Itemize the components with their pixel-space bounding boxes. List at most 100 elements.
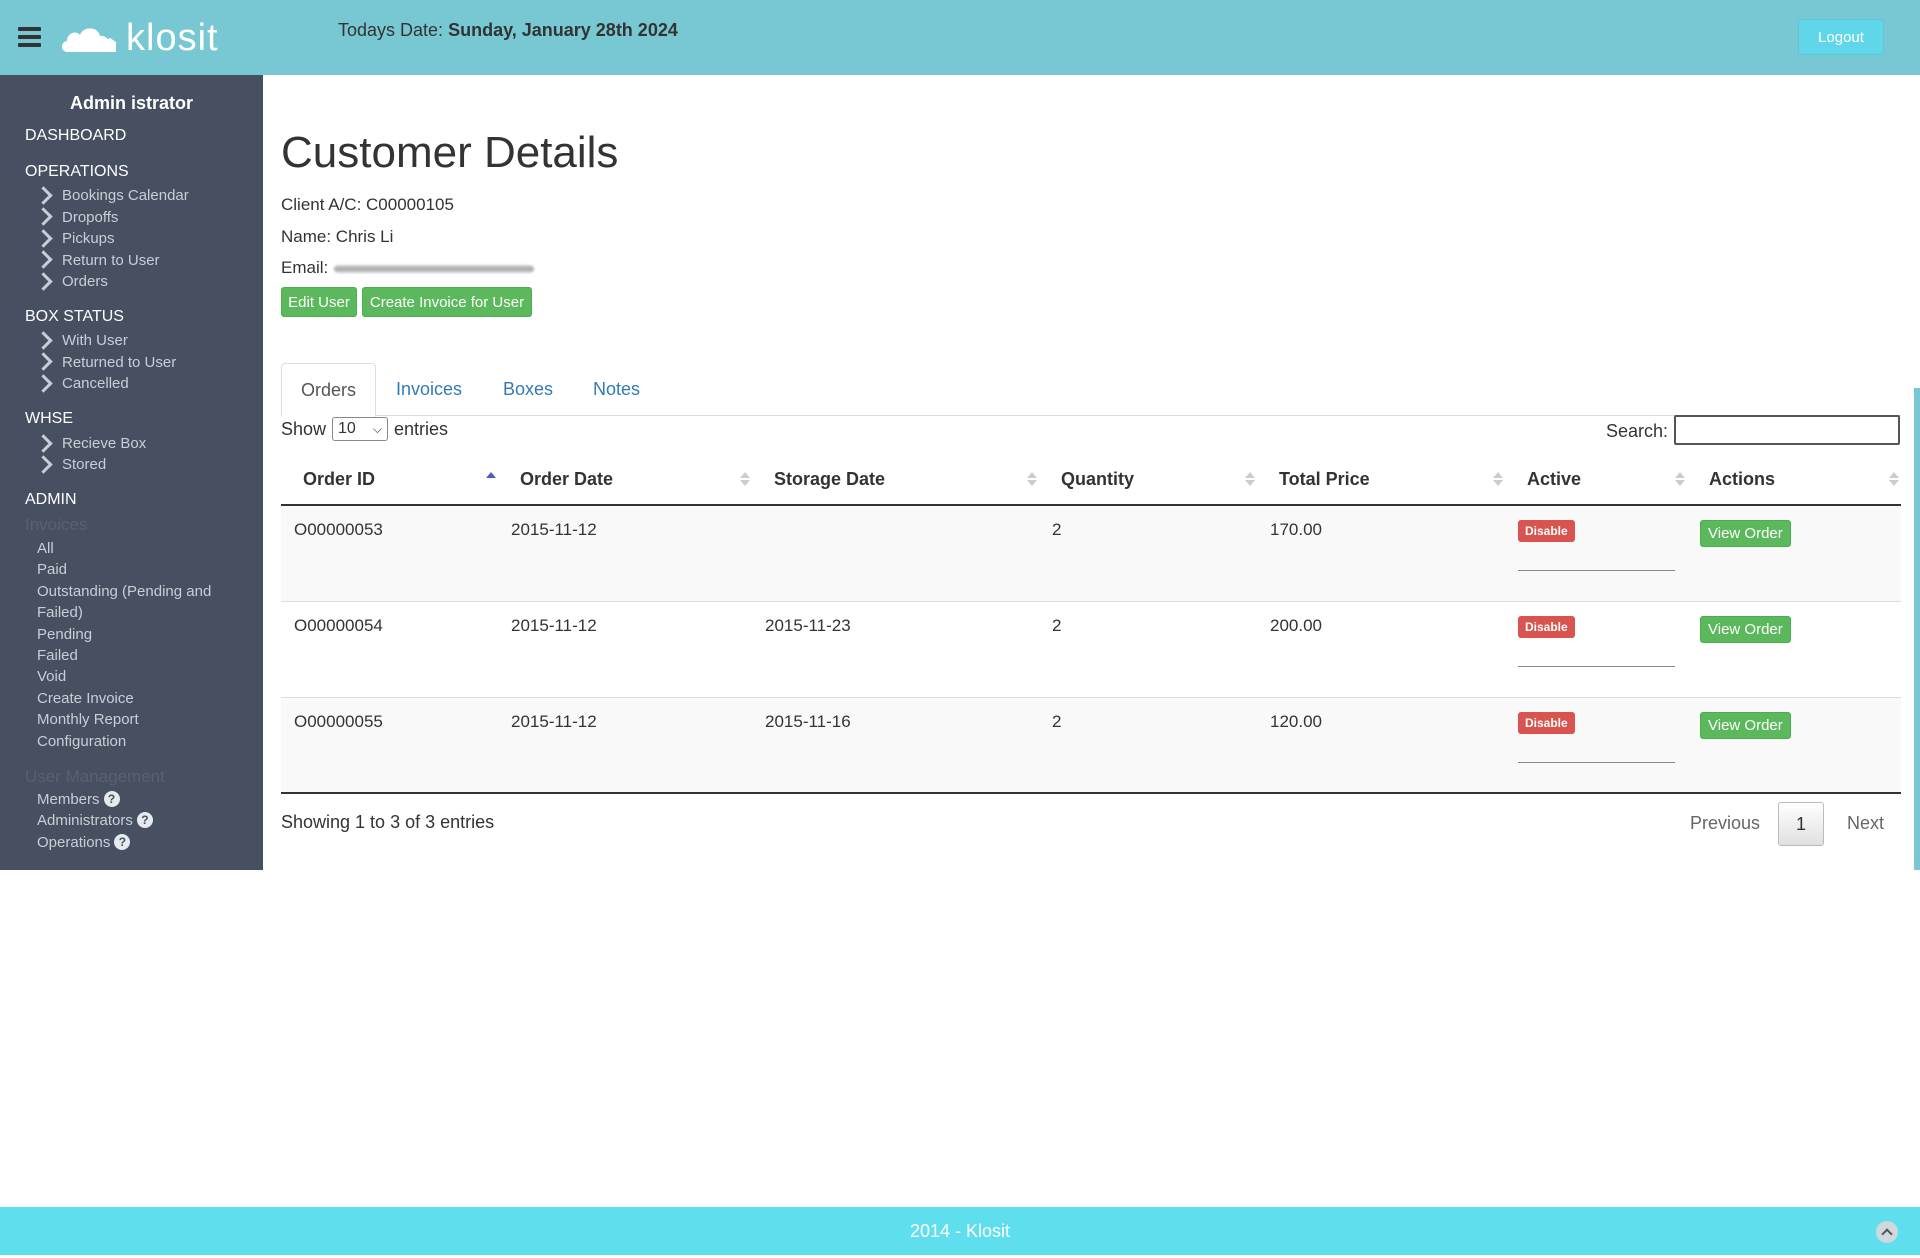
- column-header-actions[interactable]: Actions: [1687, 455, 1901, 506]
- sidebar-section-admin[interactable]: ADMIN: [25, 491, 77, 508]
- sort-icon: [1675, 472, 1685, 488]
- sidebar-item-label: Operations: [37, 834, 111, 851]
- orders-table: Order ID Order Date Storage Date Quantit…: [281, 455, 1901, 794]
- scroll-to-top-icon[interactable]: [1876, 1221, 1898, 1243]
- view-order-button[interactable]: View Order: [1700, 615, 1791, 643]
- sort-icon: [1245, 472, 1255, 488]
- edit-user-button[interactable]: Edit User: [281, 287, 357, 317]
- sort-icon: [1027, 472, 1037, 488]
- column-header-label: Order ID: [303, 469, 376, 489]
- sidebar-item-monthly-report[interactable]: Monthly Report: [37, 711, 139, 728]
- column-header-storage-date[interactable]: Storage Date: [752, 455, 1039, 506]
- column-header-active[interactable]: Active: [1505, 455, 1687, 506]
- email-redacted: [334, 264, 535, 273]
- todays-date: Todays Date: Sunday, January 28th 2024: [338, 20, 678, 41]
- sidebar-item-return-to-user[interactable]: Return to User: [62, 252, 160, 269]
- cell-storage-date: 2015-11-16: [752, 696, 1039, 794]
- sidebar-item-all[interactable]: All: [37, 540, 54, 557]
- tab-boxes[interactable]: Boxes: [503, 378, 554, 399]
- sidebar-user-name: Admin istrator: [69, 93, 193, 113]
- pagination-previous[interactable]: Previous: [1690, 812, 1761, 833]
- help-icon[interactable]: ?: [136, 812, 153, 828]
- sidebar-item-operations[interactable]: Operations?: [37, 834, 131, 851]
- tab-notes[interactable]: Notes: [593, 378, 641, 399]
- tab-orders[interactable]: Orders: [281, 363, 377, 417]
- column-header-total-price[interactable]: Total Price: [1257, 455, 1505, 506]
- chevron-right-icon: [34, 331, 53, 350]
- tab-bar: Orders Invoices Boxes Notes: [281, 363, 1901, 417]
- sidebar-item-with-user[interactable]: With User: [62, 332, 128, 349]
- column-header-order-id[interactable]: Order ID: [281, 455, 498, 506]
- help-icon[interactable]: ?: [114, 834, 131, 850]
- sidebar-item-dropoffs[interactable]: Dropoffs: [62, 209, 119, 226]
- sidebar-item-recieve-box[interactable]: Recieve Box: [62, 435, 147, 452]
- sidebar-item-label: Administrators: [37, 812, 133, 829]
- search-input[interactable]: [1674, 415, 1900, 445]
- cloud-icon: [61, 28, 116, 52]
- sidebar-item-cancelled[interactable]: Cancelled: [62, 375, 129, 392]
- sidebar-item-outstanding-cont[interactable]: Failed): [37, 604, 83, 621]
- cell-storage-date: 2015-11-23: [752, 600, 1039, 697]
- cell-quantity: 2: [1039, 504, 1257, 601]
- sort-icon: [1493, 472, 1503, 488]
- entries-select[interactable]: 10 ⌵: [332, 417, 389, 441]
- disable-button[interactable]: Disable: [1518, 615, 1575, 638]
- sidebar-section-whse[interactable]: WHSE: [25, 410, 73, 427]
- cell-actions: View Order: [1687, 504, 1901, 601]
- pagination-next[interactable]: Next: [1847, 812, 1885, 833]
- sidebar-item-pending[interactable]: Pending: [37, 626, 93, 643]
- chevron-right-icon: [34, 374, 53, 393]
- disable-button[interactable]: Disable: [1518, 711, 1575, 734]
- help-icon[interactable]: ?: [103, 791, 120, 807]
- table-info: Showing 1 to 3 of 3 entries: [281, 812, 495, 832]
- view-order-button[interactable]: View Order: [1700, 520, 1791, 547]
- customer-email: Email:: [281, 258, 535, 278]
- todays-date-value: Sunday, January 28th 2024: [448, 20, 678, 40]
- logo[interactable]: klosit: [58, 17, 219, 59]
- column-header-order-date[interactable]: Order Date: [498, 455, 752, 506]
- cell-order-id: O00000053: [281, 504, 498, 601]
- top-header: klosit Todays Date: Sunday, January 28th…: [0, 0, 1920, 75]
- chevron-right-icon: [34, 186, 53, 205]
- table-row: O00000054 2015-11-12 2015-11-23 2 200.00…: [281, 600, 1901, 697]
- sidebar-heading-invoices: Invoices: [25, 515, 88, 534]
- sidebar-item-stored[interactable]: Stored: [62, 456, 107, 473]
- sidebar-item-void[interactable]: Void: [37, 668, 67, 685]
- view-order-button[interactable]: View Order: [1700, 711, 1791, 739]
- chevron-right-icon: [34, 250, 53, 269]
- sidebar-item-bookings-calendar[interactable]: Bookings Calendar: [62, 187, 189, 204]
- entries-select-value: 10: [338, 420, 356, 437]
- create-invoice-button[interactable]: Create Invoice for User: [362, 287, 532, 317]
- search-label: Search:: [1606, 421, 1669, 441]
- sidebar-item-configuration[interactable]: Configuration: [37, 733, 127, 750]
- sidebar-section-operations[interactable]: OPERATIONS: [25, 163, 129, 180]
- table-header-row: Order ID Order Date Storage Date Quantit…: [281, 455, 1901, 506]
- sidebar-item-returned-to-user[interactable]: Returned to User: [62, 354, 177, 371]
- chevron-right-icon: [34, 272, 53, 291]
- sidebar-item-administrators[interactable]: Administrators?: [37, 812, 153, 829]
- logout-button[interactable]: Logout: [1798, 19, 1884, 55]
- sidebar-item-orders[interactable]: Orders: [62, 273, 108, 290]
- sidebar-item-dashboard[interactable]: DASHBOARD: [25, 127, 127, 144]
- sidebar-item-pickups[interactable]: Pickups: [62, 230, 115, 247]
- sidebar-item-outstanding[interactable]: Outstanding (Pending and: [37, 583, 212, 600]
- sidebar-item-paid[interactable]: Paid: [37, 561, 68, 578]
- column-header-quantity[interactable]: Quantity: [1039, 455, 1257, 506]
- tab-invoices[interactable]: Invoices: [396, 378, 463, 399]
- scrollbar[interactable]: [1914, 388, 1920, 870]
- chevron-right-icon: [34, 352, 53, 371]
- sidebar-item-create-invoice[interactable]: Create Invoice: [37, 690, 134, 707]
- cell-total-price: 200.00: [1257, 600, 1505, 697]
- divider: [1518, 665, 1675, 667]
- cell-quantity: 2: [1039, 696, 1257, 794]
- menu-icon[interactable]: [18, 27, 41, 47]
- cell-order-id: O00000054: [281, 600, 498, 697]
- sidebar-item-failed[interactable]: Failed: [37, 647, 78, 664]
- sidebar-section-box-status[interactable]: BOX STATUS: [25, 308, 124, 325]
- divider: [1518, 761, 1675, 763]
- sidebar-item-members[interactable]: Members?: [37, 791, 120, 808]
- disable-button[interactable]: Disable: [1518, 520, 1575, 542]
- table-row: O00000053 2015-11-12 2 170.00 Disable Vi…: [281, 504, 1901, 601]
- pagination-page-1[interactable]: 1: [1778, 802, 1824, 846]
- show-label: Show: [281, 418, 327, 439]
